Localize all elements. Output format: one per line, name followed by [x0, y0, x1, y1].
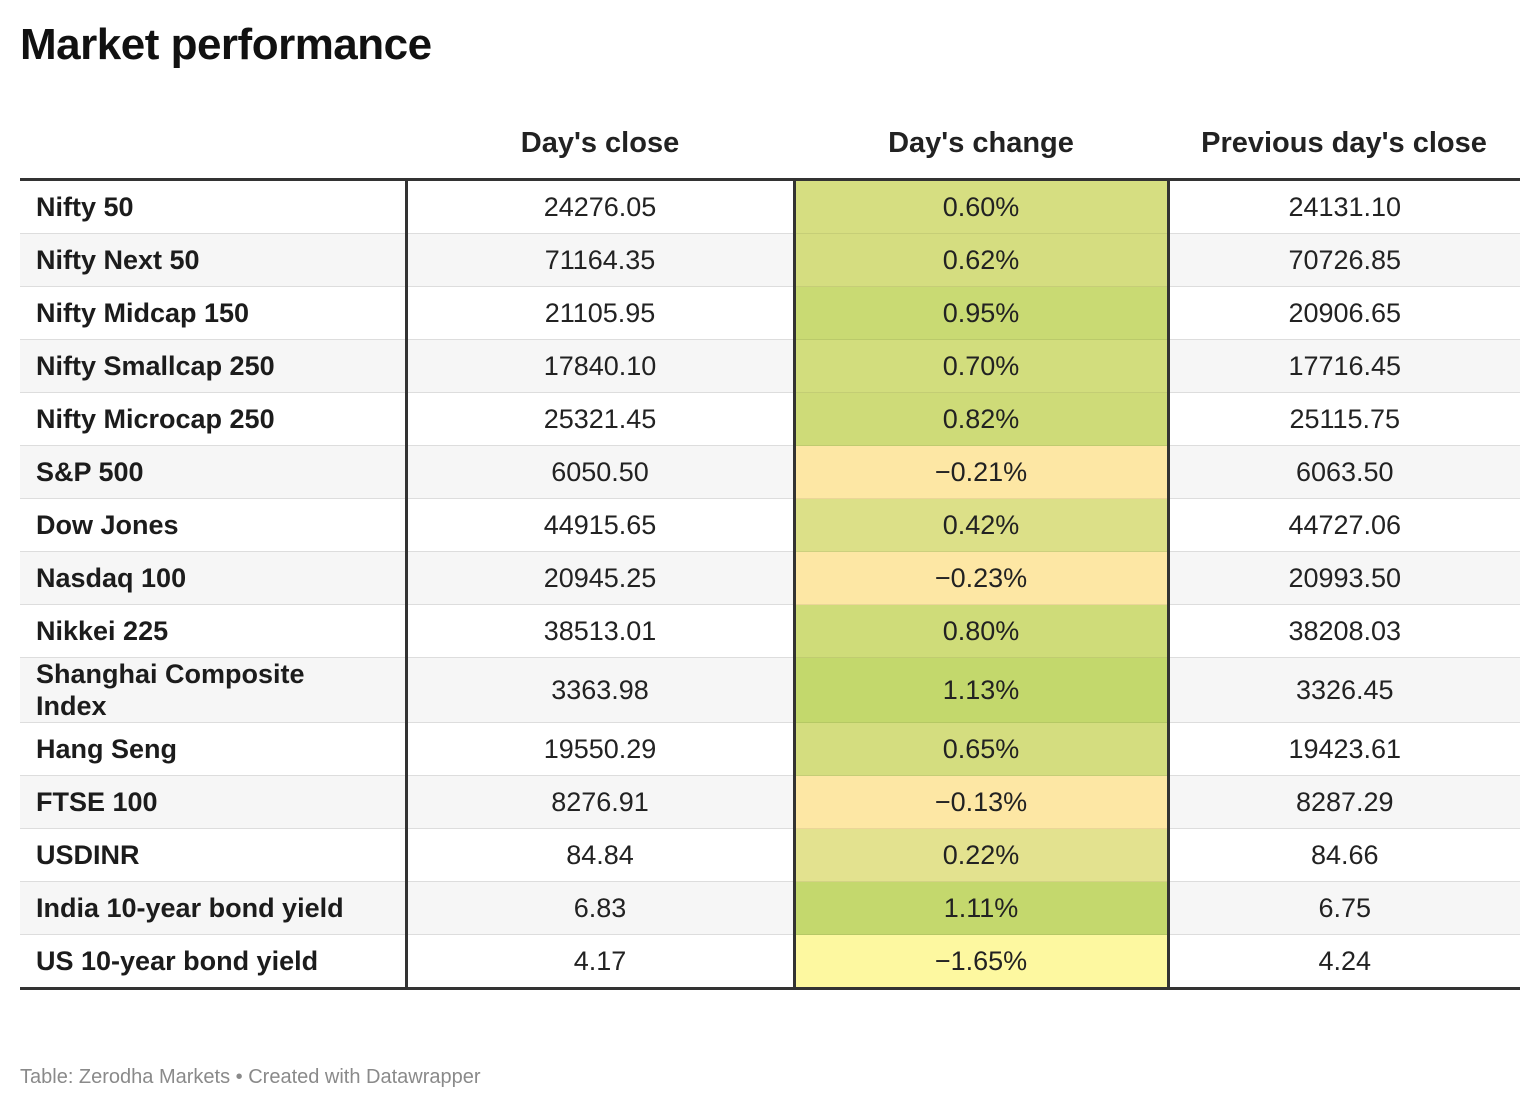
table-row: Dow Jones 44915.65 0.42% 44727.06: [20, 498, 1520, 552]
days-change-cell: 0.42%: [794, 498, 1170, 552]
table-row: India 10-year bond yield 6.83 1.11% 6.75: [20, 881, 1520, 935]
row-name: USDINR: [20, 828, 408, 882]
previous-close-cell: 25115.75: [1168, 392, 1520, 446]
days-change-cell: 0.62%: [794, 233, 1170, 287]
row-name: S&P 500: [20, 445, 408, 499]
days-change-cell: 0.82%: [794, 392, 1170, 446]
table-row: Nasdaq 100 20945.25 −0.23% 20993.50: [20, 551, 1520, 605]
days-change-cell: −0.13%: [794, 775, 1170, 829]
table-header: Day's close Day's change Previous day's …: [20, 108, 1520, 181]
table-row: USDINR 84.84 0.22% 84.66: [20, 828, 1520, 882]
previous-close-cell: 17716.45: [1168, 339, 1520, 393]
previous-close-cell: 24131.10: [1168, 179, 1520, 234]
days-close-cell: 84.84: [406, 828, 796, 882]
row-name: Nifty Smallcap 250: [20, 339, 408, 393]
days-change-cell: −0.23%: [794, 551, 1170, 605]
previous-close-cell: 3326.45: [1168, 657, 1520, 723]
days-close-cell: 19550.29: [406, 722, 796, 776]
previous-close-cell: 20906.65: [1168, 286, 1520, 340]
table-row: S&P 500 6050.50 −0.21% 6063.50: [20, 445, 1520, 499]
days-close-cell: 21105.95: [406, 286, 796, 340]
previous-close-cell: 44727.06: [1168, 498, 1520, 552]
row-name: US 10-year bond yield: [20, 934, 408, 990]
days-change-cell: 0.95%: [794, 286, 1170, 340]
previous-close-cell: 38208.03: [1168, 604, 1520, 658]
days-close-cell: 6050.50: [406, 445, 796, 499]
days-change-cell: 0.65%: [794, 722, 1170, 776]
row-name: Nifty Next 50: [20, 233, 408, 287]
table-row: Nifty Next 50 71164.35 0.62% 70726.85: [20, 233, 1520, 287]
previous-close-cell: 6063.50: [1168, 445, 1520, 499]
days-close-cell: 4.17: [406, 934, 796, 990]
row-name: Hang Seng: [20, 722, 408, 776]
row-name: Nifty Microcap 250: [20, 392, 408, 446]
row-name: Nikkei 225: [20, 604, 408, 658]
previous-close-cell: 70726.85: [1168, 233, 1520, 287]
previous-close-cell: 4.24: [1168, 934, 1520, 990]
days-close-cell: 3363.98: [406, 657, 796, 723]
days-close-cell: 25321.45: [406, 392, 796, 446]
row-name: Nasdaq 100: [20, 551, 408, 605]
days-change-cell: 0.60%: [794, 179, 1170, 234]
days-close-cell: 24276.05: [406, 179, 796, 234]
days-close-cell: 44915.65: [406, 498, 796, 552]
header-row: Day's close Day's change Previous day's …: [20, 108, 1520, 181]
days-change-cell: 0.70%: [794, 339, 1170, 393]
days-close-cell: 17840.10: [406, 339, 796, 393]
header-name: [20, 108, 406, 181]
days-change-cell: −1.65%: [794, 934, 1170, 990]
header-previous-close: Previous day's close: [1168, 108, 1520, 181]
row-name: FTSE 100: [20, 775, 408, 829]
page-title: Market performance: [20, 20, 432, 69]
table-row: FTSE 100 8276.91 −0.13% 8287.29: [20, 775, 1520, 829]
table-row: Nikkei 225 38513.01 0.80% 38208.03: [20, 604, 1520, 658]
row-name: Shanghai Composite Index: [20, 657, 408, 723]
source-footer: Table: Zerodha Markets • Created with Da…: [20, 1066, 481, 1088]
previous-close-cell: 84.66: [1168, 828, 1520, 882]
row-name: Nifty 50: [20, 179, 408, 234]
market-table: Day's close Day's change Previous day's …: [20, 108, 1520, 990]
days-close-cell: 38513.01: [406, 604, 796, 658]
days-close-cell: 71164.35: [406, 233, 796, 287]
days-change-cell: 0.22%: [794, 828, 1170, 882]
previous-close-cell: 8287.29: [1168, 775, 1520, 829]
row-name: India 10-year bond yield: [20, 881, 408, 935]
days-change-cell: 0.80%: [794, 604, 1170, 658]
days-close-cell: 20945.25: [406, 551, 796, 605]
table-row: Hang Seng 19550.29 0.65% 19423.61: [20, 722, 1520, 776]
days-change-cell: 1.11%: [794, 881, 1170, 935]
table-row: Shanghai Composite Index 3363.98 1.13% 3326…: [20, 657, 1520, 723]
table-row: Nifty Microcap 250 25321.45 0.82% 25115.75: [20, 392, 1520, 446]
days-close-cell: 8276.91: [406, 775, 796, 829]
days-change-cell: 1.13%: [794, 657, 1170, 723]
row-name: Nifty Midcap 150: [20, 286, 408, 340]
previous-close-cell: 19423.61: [1168, 722, 1520, 776]
previous-close-cell: 6.75: [1168, 881, 1520, 935]
header-days-close: Day's close: [406, 108, 794, 181]
table-row: US 10-year bond yield 4.17 −1.65% 4.24: [20, 934, 1520, 990]
previous-close-cell: 20993.50: [1168, 551, 1520, 605]
row-name: Dow Jones: [20, 498, 408, 552]
table-row: Nifty 50 24276.05 0.60% 24131.10: [20, 179, 1520, 234]
days-change-cell: −0.21%: [794, 445, 1170, 499]
table-body: Nifty 50 24276.05 0.60% 24131.10 Nifty Next …: [20, 179, 1520, 990]
table-row: Nifty Midcap 150 21105.95 0.95% 20906.65: [20, 286, 1520, 340]
days-close-cell: 6.83: [406, 881, 796, 935]
header-days-change: Day's change: [794, 108, 1168, 181]
table-row: Nifty Smallcap 250 17840.10 0.70% 17716.45: [20, 339, 1520, 393]
